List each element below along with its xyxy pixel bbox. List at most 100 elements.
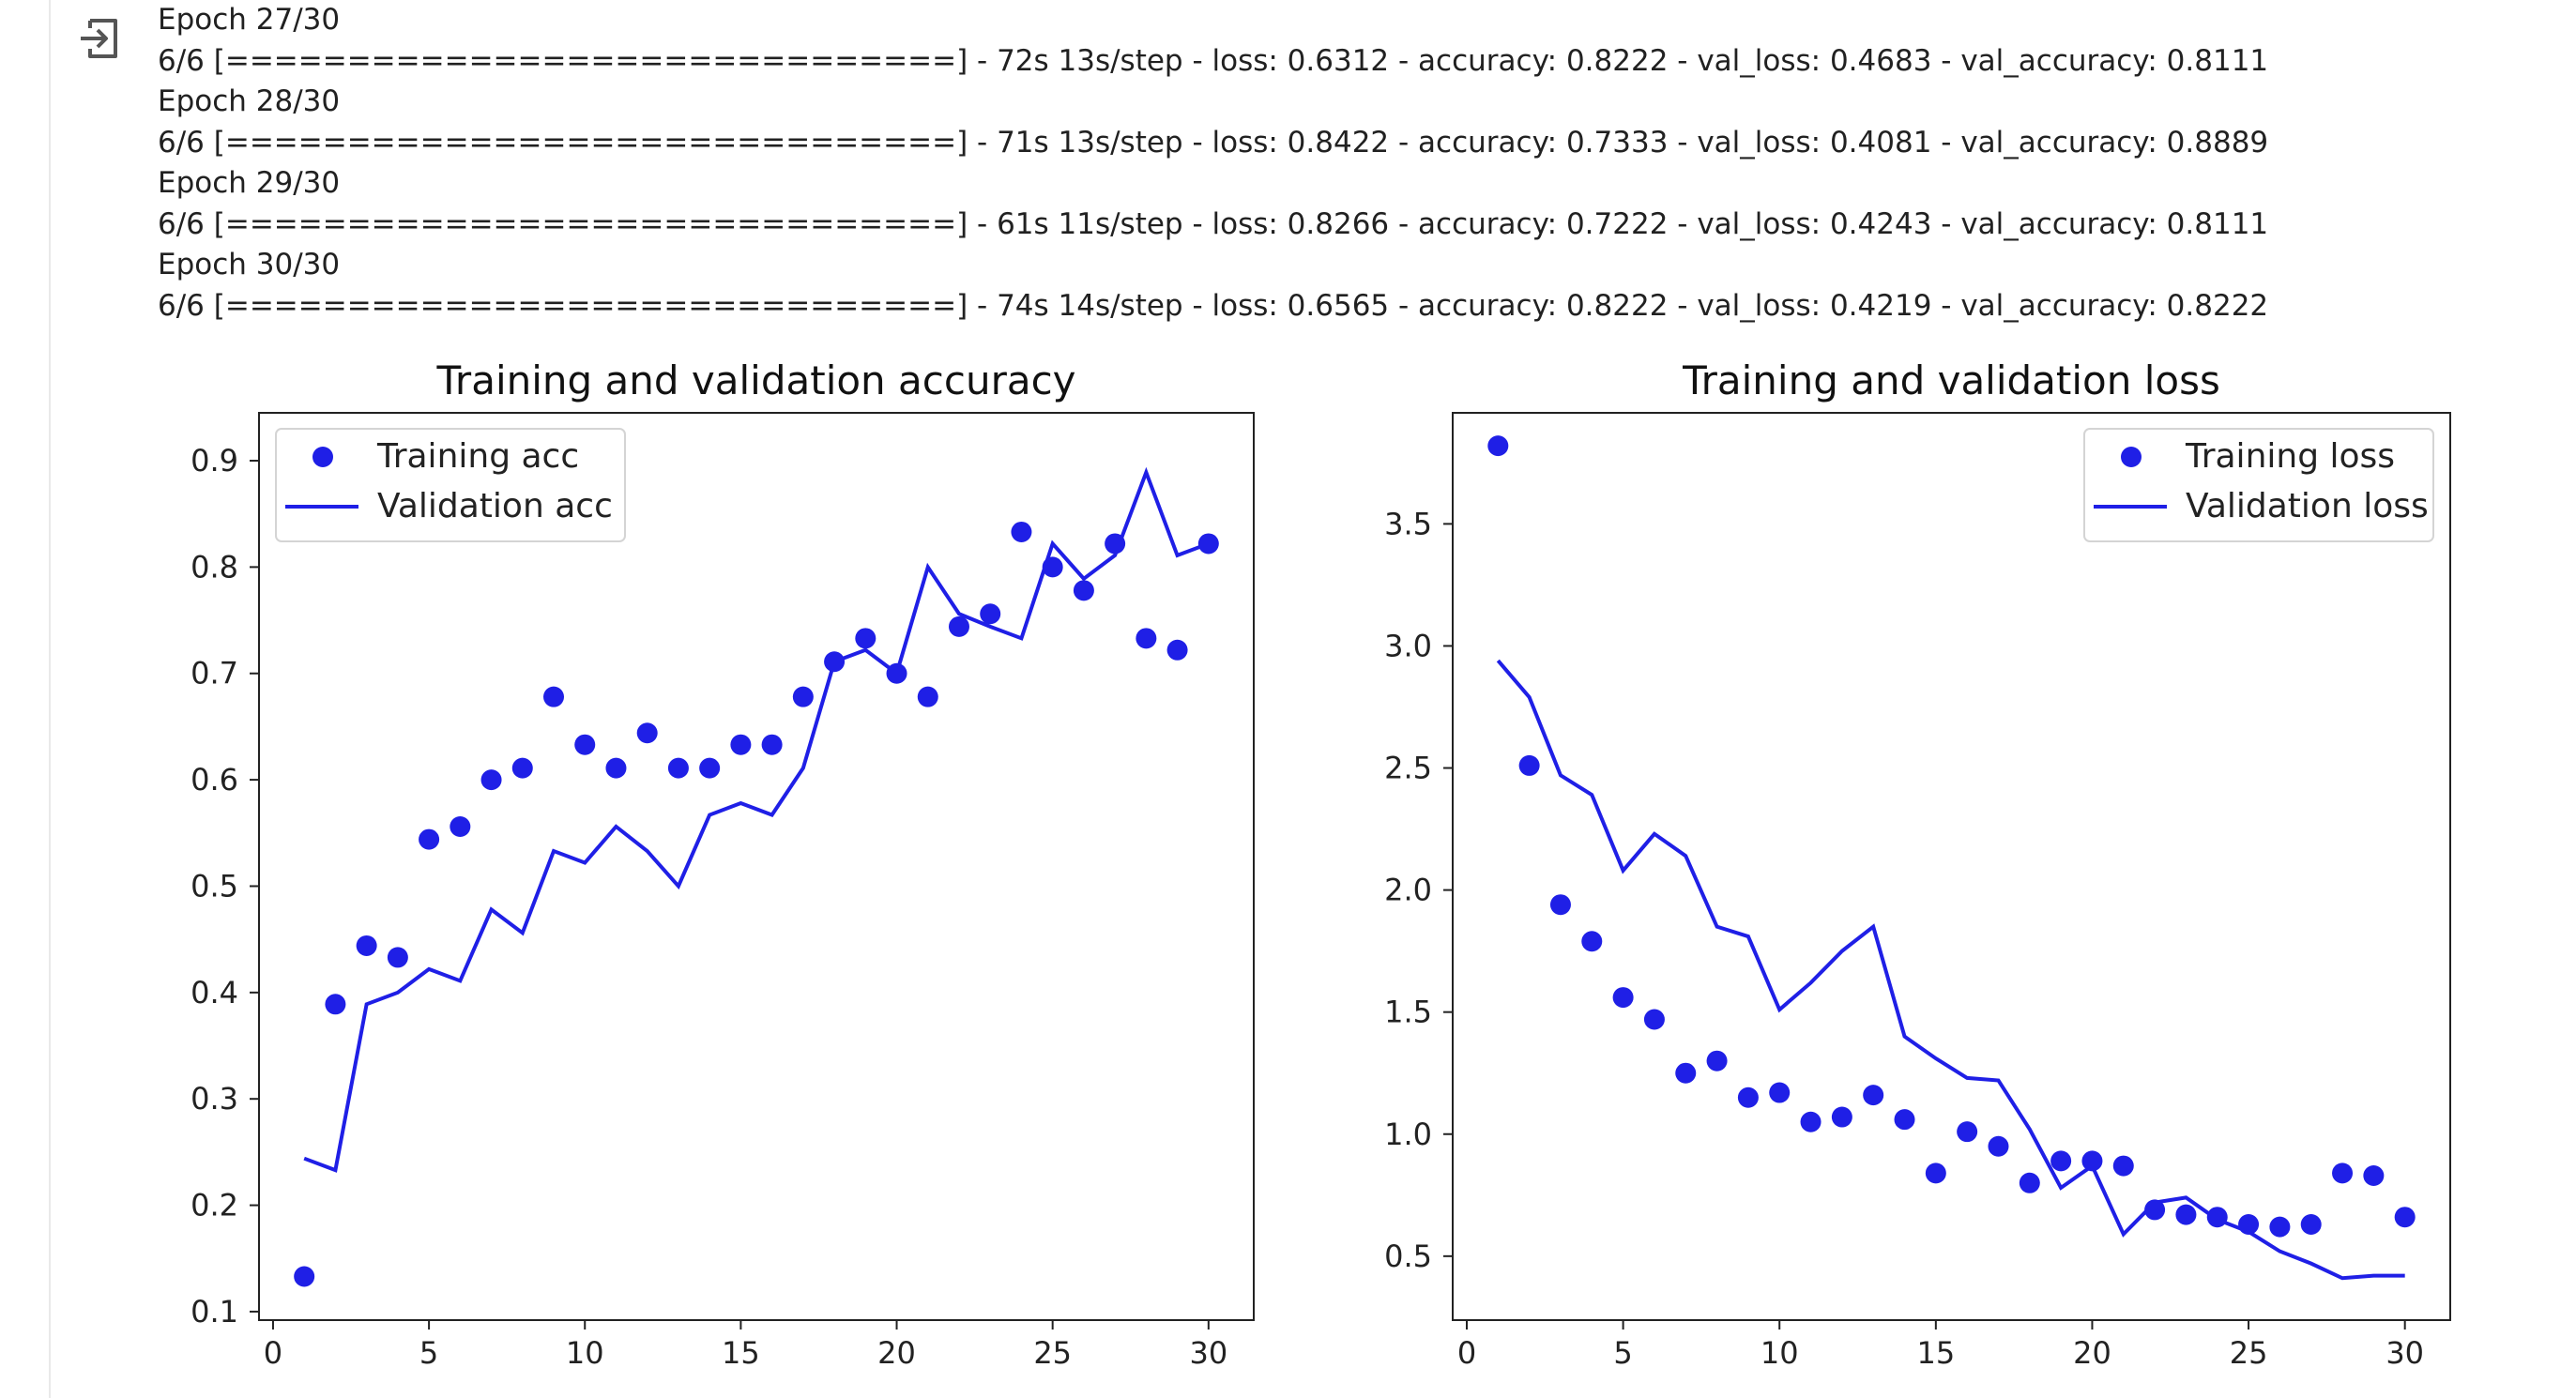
legend-box [275,428,626,542]
series-line-validation-acc [303,466,1210,1173]
data-point [824,651,846,673]
data-point [1831,1106,1852,1128]
data-point [2238,1214,2260,1236]
log-line: Epoch 27/30 [158,3,341,37]
y-tick-label: 1.0 [1384,1117,1432,1152]
data-point [1769,1082,1791,1103]
data-point [792,686,814,707]
data-point [1675,1062,1697,1084]
plot-frame [1452,412,2451,1321]
cell-gutter [0,0,51,1398]
data-point [325,994,346,1015]
data-point [1042,556,1063,578]
data-point [419,828,440,850]
output-redirect-icon[interactable] [77,15,124,62]
x-tick-label: 5 [419,1335,438,1371]
data-point [294,1266,315,1287]
x-tick-label: 30 [2385,1335,2424,1371]
legend-label: Validation acc [377,487,613,525]
x-tick-label: 15 [1916,1335,1955,1371]
x-tick-label: 20 [877,1335,916,1371]
data-point [574,734,596,755]
y-tick-label: 0.4 [191,975,238,1011]
chart-title: Training and validation accuracy [435,357,1075,403]
log-line: 6/6 [==============================] - 7… [158,288,2269,323]
data-point [667,757,689,779]
legend-label: Validation loss [2186,487,2429,525]
y-tick-label: 0.5 [191,868,238,904]
y-tick-label: 0.1 [191,1294,238,1330]
log-line: Epoch 30/30 [158,248,341,281]
data-point [1988,1135,2009,1157]
x-tick-label: 15 [722,1335,760,1371]
data-point [2081,1150,2103,1172]
y-tick-label: 3.0 [1384,628,1432,663]
data-point [2144,1199,2166,1221]
data-point [1011,521,1032,542]
data-point [1518,754,1540,776]
data-point [1925,1162,1946,1184]
legend-label: Training loss [2185,437,2395,476]
data-point [699,757,721,779]
data-point [543,686,565,707]
y-tick-label: 2.5 [1384,751,1432,786]
chart-1: Training and validation accuracy 0 5 10 15 20… [191,357,1255,1371]
log-line: Epoch 28/30 [158,84,341,118]
data-point [2112,1155,2134,1177]
data-point [1800,1111,1821,1132]
log-line: 6/6 [==============================] - 7… [158,43,2269,78]
data-point [1073,580,1094,601]
y-tick-label: 0.6 [191,762,238,798]
y-tick-label: 3.5 [1384,506,1432,541]
y-tick-label: 0.2 [191,1188,238,1223]
data-point [1105,533,1126,555]
data-point [356,935,377,956]
data-point [1957,1121,1978,1143]
data-point [636,722,658,744]
data-point [2394,1207,2416,1228]
data-point [480,769,502,791]
data-point [511,757,533,779]
data-point [1136,628,1157,649]
y-tick-label: 0.7 [191,656,238,691]
data-point [1643,1009,1665,1030]
data-point [948,615,969,637]
data-point [2269,1216,2291,1238]
y-tick-label: 0.8 [191,549,238,585]
legend-marker [2121,447,2142,467]
data-point [2363,1164,2385,1186]
x-tick-label: 5 [1613,1335,1632,1371]
x-tick-label: 10 [566,1335,604,1371]
training-log: Epoch 27/30 6/6 [=======================… [158,0,2504,327]
legend: Training acc Validation acc [275,428,626,542]
y-tick-label: 0.3 [191,1081,238,1117]
data-point [2019,1172,2040,1193]
data-point [917,686,938,707]
data-point [1706,1050,1728,1071]
data-point [886,662,907,684]
chart-2: Training and validation loss 0 5 10 15 20 25 30… [1384,357,2451,1371]
y-tick-label: 2.0 [1384,873,1432,908]
y-tick-label: 0.5 [1384,1238,1432,1274]
data-point [2175,1204,2197,1225]
log-line: 6/6 [==============================] - 6… [158,206,2269,241]
data-point [605,757,627,779]
y-tick-label: 1.5 [1384,995,1432,1030]
plot-frame [258,412,1255,1321]
chart-title: Training and validation loss [1682,357,2220,403]
data-point [730,734,752,755]
data-point [1737,1086,1759,1108]
data-point [2050,1150,2072,1172]
data-point [1197,533,1219,555]
data-point [2206,1207,2228,1228]
x-tick-label: 10 [1761,1335,1799,1371]
data-point [2332,1162,2354,1184]
data-point [1894,1109,1915,1131]
data-point [1549,894,1571,916]
x-tick-label: 0 [264,1335,282,1371]
data-point [761,734,783,755]
data-point [1166,639,1188,661]
data-point [1612,987,1634,1009]
data-point [1581,931,1603,952]
